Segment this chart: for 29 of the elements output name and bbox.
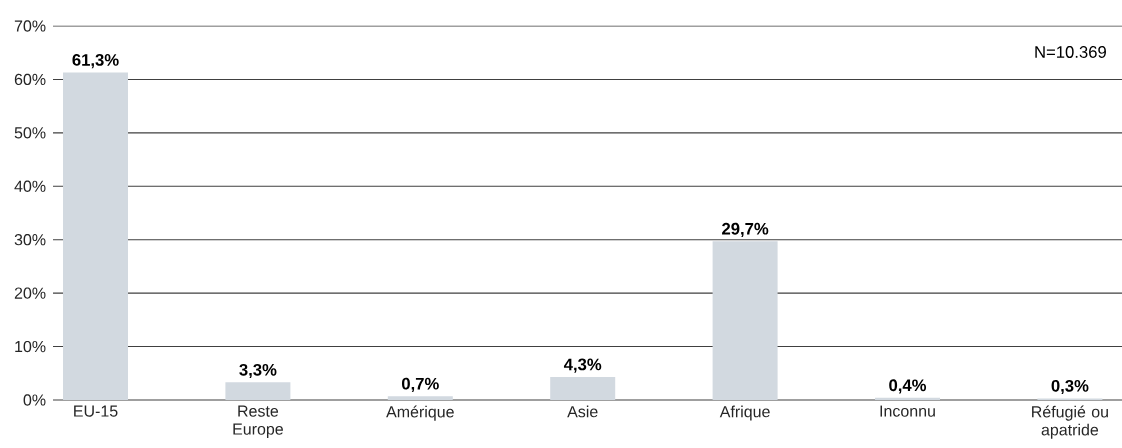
x-tick-label: Reste Europe [233,405,283,438]
bar [712,241,778,400]
data-label: 0,4% [889,379,927,394]
y-tick-label: 20% [14,287,46,299]
y-tick-label: 0% [23,394,46,406]
y-tick-label: 40% [14,180,46,192]
bar [550,377,616,400]
data-label: 61,3% [72,54,119,69]
bar [875,397,940,400]
data-label: 3,3% [239,363,277,379]
bar [225,382,291,400]
x-tick-label: Afrique [719,405,770,421]
x-tick-label: Asie [567,405,598,418]
y-tick-label: 70% [14,20,46,32]
data-label: 0,3% [1051,379,1089,395]
x-tick-label: EU-15 [74,405,118,417]
data-label: 4,3% [563,358,602,373]
annotation: N=10.369 [1035,46,1106,58]
y-tick-label: 30% [14,234,46,246]
y-tick-label: 60% [14,73,46,86]
y-tick-label: 10% [15,340,46,353]
x-tick-label: Inconnu [880,405,935,417]
data-label: 0,7% [401,377,439,392]
x-tick-label: Réfugié ou apatride [1032,405,1108,439]
x-tick-label: Amérique [386,405,454,421]
bar [387,396,453,400]
y-tick-label: 50% [14,127,46,139]
bar [63,72,129,400]
data-label: 29,7% [722,222,769,238]
